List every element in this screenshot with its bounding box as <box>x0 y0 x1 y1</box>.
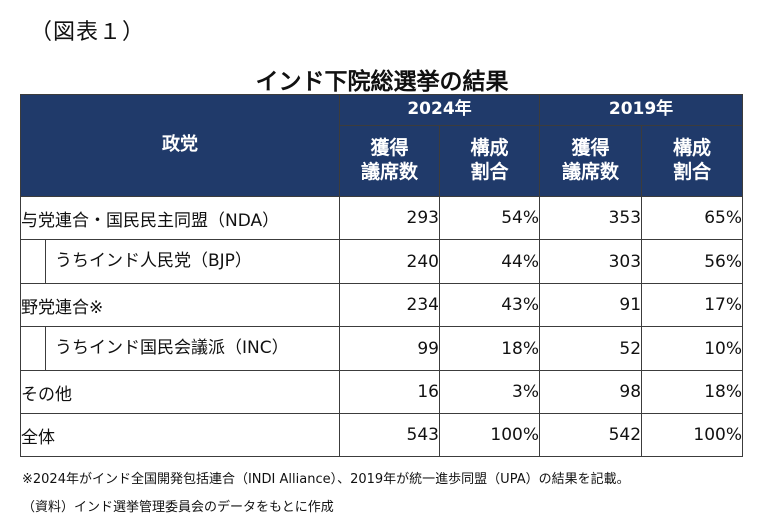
share-2024: 44% <box>438 239 541 284</box>
seats-2019: 52 <box>539 326 643 371</box>
share-2024: 3% <box>438 370 541 414</box>
seats-2024: 99 <box>339 326 440 371</box>
party-name: 野党連合※ <box>20 283 340 327</box>
table-row: うちインド人民党（BJP） 240 44% 303 56% <box>20 239 744 284</box>
share-2019: 100% <box>641 413 744 457</box>
share-2024: 100% <box>438 413 541 457</box>
seats-2019: 98 <box>539 370 643 414</box>
header-seats-2024: 獲得 議席数 <box>339 125 440 197</box>
party-name: その他 <box>20 370 340 414</box>
header-party: 政党 <box>20 94 340 197</box>
figure-label: （図表１） <box>30 20 146 45</box>
seats-2019: 91 <box>539 283 643 327</box>
source-note: （資料）インド選挙管理委員会のデータをもとに作成 <box>22 500 334 515</box>
seats-2024: 16 <box>339 370 440 414</box>
seats-2019: 303 <box>539 239 643 284</box>
share-2019: 18% <box>641 370 744 414</box>
share-2024: 54% <box>438 196 541 240</box>
party-name-cell: うちインド国民会議派（INC） <box>20 326 340 371</box>
header-year-2024: 2024年 <box>338 94 541 126</box>
table-row: 全体 543 100% 542 100% <box>20 413 744 457</box>
party-name: うちインド人民党（BJP） <box>55 251 252 271</box>
table-row: うちインド国民会議派（INC） 99 18% 52 10% <box>20 326 744 371</box>
party-name: 全体 <box>20 413 340 457</box>
seats-2024: 293 <box>339 196 440 240</box>
election-results-table: 政党 2024年 2019年 獲得 議席数 構成 割合 獲得 議席数 構成 割合… <box>20 94 744 457</box>
seats-2019: 353 <box>539 196 643 240</box>
share-2024: 43% <box>438 283 541 327</box>
seats-2024: 234 <box>339 283 440 327</box>
header-share-2019: 構成 割合 <box>641 125 744 197</box>
share-2019: 10% <box>641 326 744 371</box>
seats-2024: 240 <box>339 239 440 284</box>
seats-2024: 543 <box>339 413 440 457</box>
seats-2019: 542 <box>539 413 643 457</box>
table-row: 野党連合※ 234 43% 91 17% <box>20 283 744 327</box>
footnote: ※2024年がインド全国開発包括連合（INDI Alliance）、2019年が… <box>22 472 630 487</box>
share-2024: 18% <box>438 326 541 371</box>
table-title: インド下院総選挙の結果 <box>255 69 509 95</box>
header-seats-2019: 獲得 議席数 <box>539 125 643 197</box>
share-2019: 17% <box>641 283 744 327</box>
header-year-2019: 2019年 <box>539 94 744 126</box>
table-row: その他 16 3% 98 18% <box>20 370 744 414</box>
share-2019: 56% <box>641 239 744 284</box>
table-row: 与党連合・国民民主同盟（NDA） 293 54% 353 65% <box>20 196 744 240</box>
header-share-2024: 構成 割合 <box>438 125 541 197</box>
share-2019: 65% <box>641 196 744 240</box>
party-name: 与党連合・国民民主同盟（NDA） <box>20 196 340 240</box>
party-name-cell: うちインド人民党（BJP） <box>20 239 340 284</box>
party-name: うちインド国民会議派（INC） <box>55 338 289 358</box>
